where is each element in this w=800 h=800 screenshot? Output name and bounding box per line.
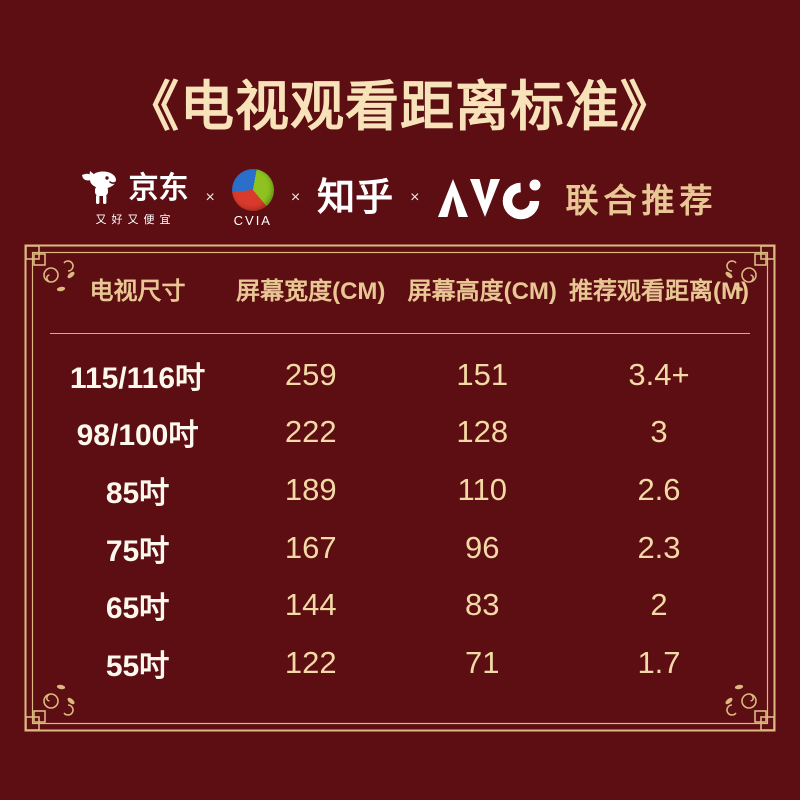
cvia-sphere-icon [231,168,274,211]
table-row: 98/100吋 222 128 3 [50,404,750,462]
header-screen-height: 屏幕高度(CM) [407,278,557,305]
jd-logo: 京东 又好又便宜 [82,170,188,227]
screen-height-cell: 96 [465,529,500,565]
table-row: 65吋 144 83 2 [50,577,750,635]
screen-height-cell: 128 [456,414,509,450]
decorative-border [24,244,776,732]
screen-width-cell: 259 [284,356,337,392]
jd-tagline: 又好又便宜 [95,213,176,226]
tv-size-cell: 115/116吋 [69,361,206,395]
screen-height-cell: 83 [465,587,500,623]
view-distance-cell: 3 [650,414,668,450]
avc-logo [437,176,543,220]
view-distance-cell: 2 [650,587,668,623]
avc-logo-icon [437,179,541,220]
jd-dog-icon [82,170,119,204]
table-row: 75吋 167 96 2.3 [50,519,750,577]
header-view-distance: 推荐观看距离(M) [569,278,749,305]
table-row: 85吋 189 110 2.6 [50,461,750,519]
tv-size-cell: 75吋 [105,534,170,568]
screen-height-cell: 151 [456,356,509,392]
brand-logo-row: 京东 又好又便宜 × CVIA × 知乎 × 联合推荐 [0,158,800,238]
table-body: 115/116吋 259 151 3.4+ 98/100吋 222 128 3 … [50,334,750,706]
view-distance-cell: 2.6 [637,472,681,508]
logo-separator: × [290,189,301,206]
endorsement-text: 联合推荐 [565,182,718,219]
tv-size-cell: 85吋 [105,477,170,511]
tv-size-cell: 55吋 [105,650,170,684]
screen-width-cell: 222 [284,414,337,450]
table-header-row: 电视尺寸 屏幕宽度(CM) 屏幕高度(CM) 推荐观看距离(M) [50,244,750,334]
tv-size-cell: 98/100吋 [76,419,199,453]
screen-height-cell: 71 [465,645,500,681]
cvia-logo: CVIA [231,168,274,228]
table-frame: 电视尺寸 屏幕宽度(CM) 屏幕高度(CM) 推荐观看距离(M) 115/116… [24,244,776,732]
header-screen-width: 屏幕宽度(CM) [236,278,386,305]
tv-size-cell: 65吋 [105,592,170,626]
cvia-logo-text: CVIA [233,212,272,228]
logo-separator: × [410,189,420,206]
screen-width-cell: 144 [284,587,337,623]
screen-width-cell: 167 [284,529,337,565]
page-title: 《电视观看距离标准》 [125,77,675,137]
screen-width-cell: 122 [284,645,337,681]
table-row: 115/116吋 259 151 3.4+ [50,346,750,404]
zhihu-logo: 知乎 [317,177,394,219]
view-distance-cell: 1.7 [637,645,681,681]
viewing-distance-table: 电视尺寸 屏幕宽度(CM) 屏幕高度(CM) 推荐观看距离(M) 115/116… [24,244,776,732]
jd-logo-text: 京东 [128,171,189,205]
screen-width-cell: 189 [284,472,337,508]
view-distance-cell: 3.4+ [628,356,690,392]
screen-height-cell: 110 [457,472,507,508]
view-distance-cell: 2.3 [637,529,681,565]
header-tv-size: 电视尺寸 [89,278,186,305]
table-row: 55吋 122 71 1.7 [50,634,750,692]
logo-separator: × [205,189,215,206]
